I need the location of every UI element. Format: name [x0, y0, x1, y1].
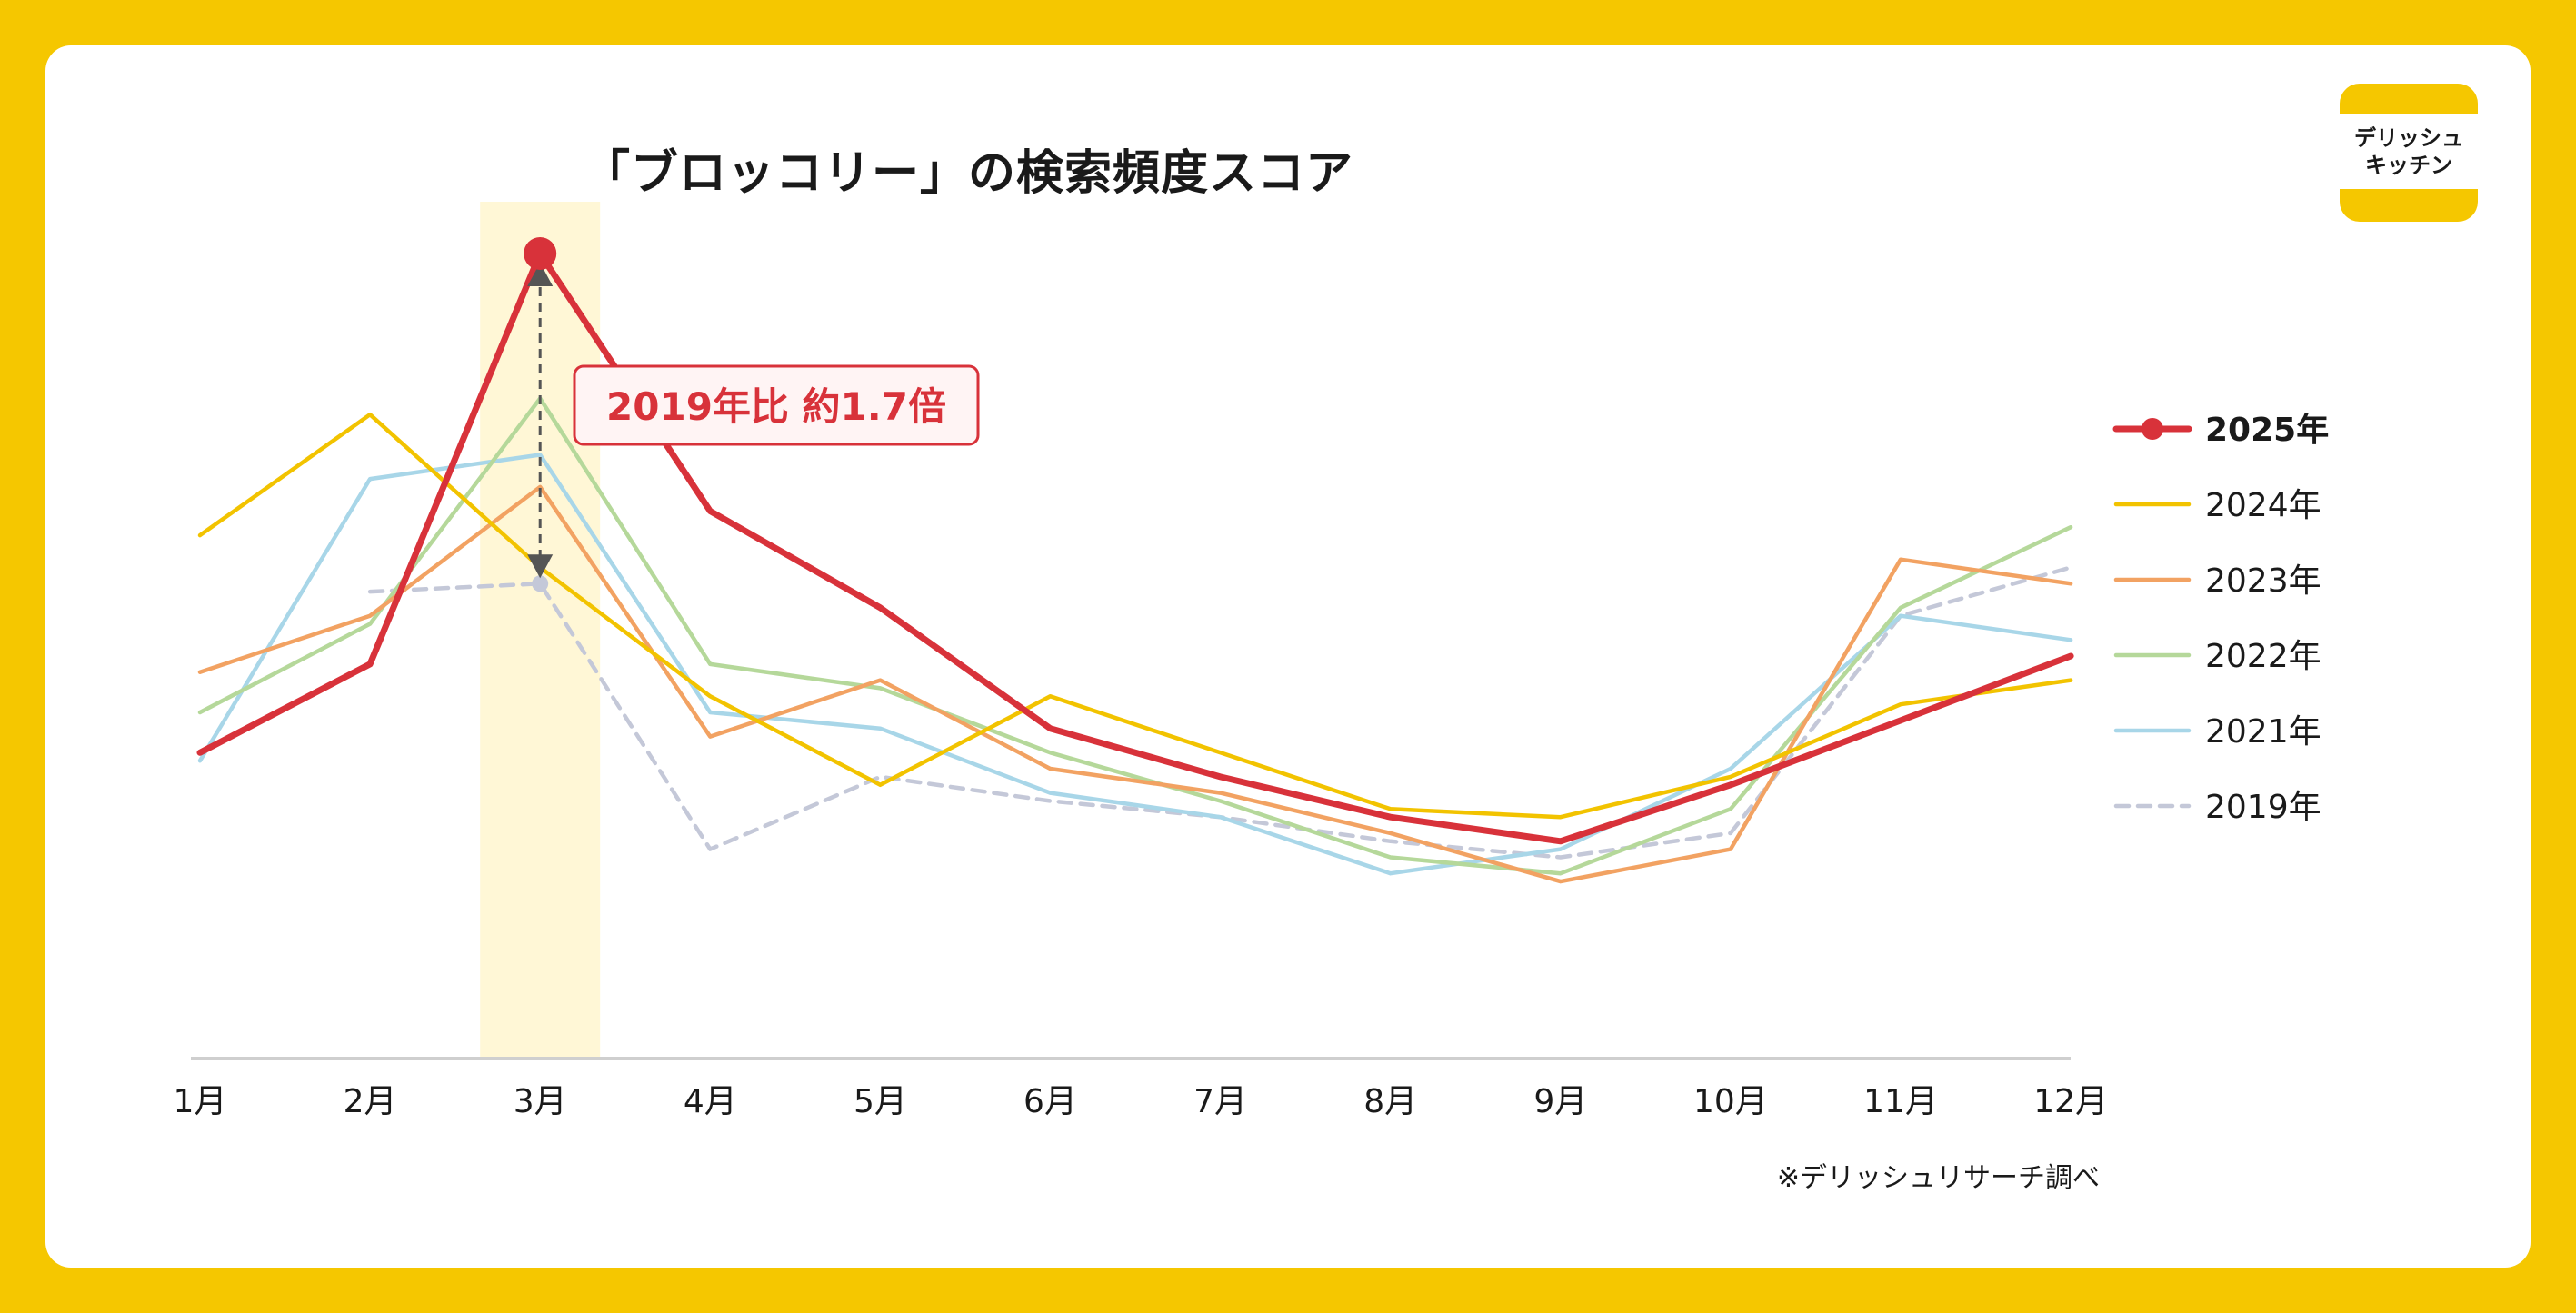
x-tick-label: 8月: [1363, 1083, 1417, 1120]
legend-label-2021年: 2021年: [2205, 713, 2321, 751]
x-tick-label: 4月: [684, 1083, 737, 1120]
legend-label-2019年: 2019年: [2205, 789, 2321, 826]
legend-label-2024年: 2024年: [2205, 487, 2321, 524]
series-line-2023年: [197, 484, 2073, 884]
brand-logo-label: デリッシュ キッチン: [2340, 114, 2478, 189]
highlight-band: [480, 202, 601, 1059]
x-tick-label: 2月: [344, 1083, 397, 1120]
x-tick-label: 6月: [1023, 1083, 1077, 1120]
x-tick-label: 10月: [1693, 1083, 1768, 1120]
brand-logo: デリッシュ キッチン: [2340, 84, 2478, 222]
x-tick-label: 11月: [1863, 1083, 1938, 1120]
x-tick-label: 1月: [174, 1083, 227, 1120]
series-line-2024年: [197, 412, 2073, 820]
point-2019-march: [532, 575, 549, 592]
logo-line-2: キッチン: [2365, 153, 2452, 178]
legend-label-2023年: 2023年: [2205, 562, 2321, 600]
x-tick-label: 9月: [1533, 1083, 1587, 1120]
annotation-arrow-head-down: [527, 554, 554, 579]
x-tick-label: 12月: [2033, 1083, 2108, 1120]
point-2025-march: [524, 237, 557, 270]
annotation-arrow-head-up: [527, 263, 554, 286]
x-tick-label: 7月: [1193, 1083, 1247, 1120]
x-tick-label: 5月: [854, 1083, 907, 1120]
annotation-callout-box: [573, 364, 980, 446]
legend-label-2022年: 2022年: [2205, 638, 2321, 675]
legend-label-2025年: 2025年: [2205, 412, 2329, 449]
chart-title: 「ブロッコリー」の検索頻度スコア: [582, 146, 1353, 201]
x-tick-label: 3月: [514, 1083, 567, 1120]
annotation-callout-text: 2019年比 約1.7倍: [606, 384, 946, 429]
logo-line-1: デリッシュ: [2354, 125, 2463, 151]
series-line-2025年: [196, 250, 2074, 845]
legend-marker-2025年: [2142, 418, 2163, 440]
series-line-2021年: [197, 453, 2073, 876]
source-note: ※デリッシュリサーチ調べ: [1777, 1162, 2100, 1194]
